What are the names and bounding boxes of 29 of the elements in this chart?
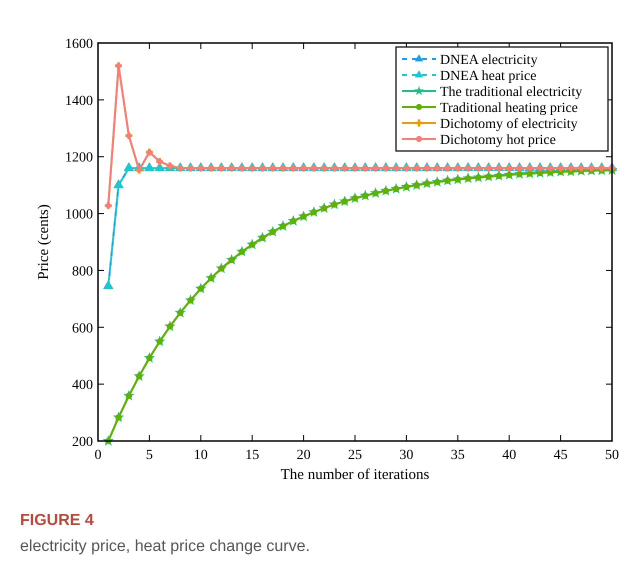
legend-label: The traditional electricity	[440, 85, 582, 100]
x-tick-label: 15	[245, 448, 260, 463]
caption: FIGURE 4	[20, 512, 94, 529]
x-tick-label: 45	[554, 448, 568, 463]
legend-label: DNEA electricity	[440, 53, 538, 68]
legend-label: Dichotomy hot price	[440, 133, 556, 148]
y-tick-label: 600	[72, 321, 93, 336]
text: electricity price, heat price change curve.	[20, 538, 310, 555]
x-tick-label: 40	[502, 448, 516, 463]
y-axis-title: Price (cents)	[36, 204, 52, 280]
y-tick-label: 400	[72, 378, 93, 394]
y-tick-label: 1200	[65, 150, 93, 166]
x-tick-label: 25	[348, 448, 362, 463]
x-tick-label: 30	[399, 448, 414, 463]
legend-label: DNEA heat price	[440, 69, 536, 84]
y-tick-label: 800	[72, 264, 93, 280]
y-tick-label: 1400	[65, 94, 93, 109]
x-tick-label: 35	[450, 448, 465, 463]
y-tick-label: 1600	[65, 37, 93, 52]
y-tick-label: 200	[72, 435, 93, 450]
x-tick-label: 20	[296, 448, 311, 463]
legend-label: Traditional heating price	[440, 101, 578, 116]
legend-label: Dichotomy of electricity	[440, 117, 578, 132]
x-tick-label: 10	[194, 448, 208, 463]
x-tick-label: 5	[146, 448, 153, 463]
x-tick-label: 0	[94, 448, 102, 463]
x-tick-label: 50	[605, 448, 619, 463]
x-axis-title: The number of iterations	[280, 467, 430, 483]
y-tick-label: 1000	[65, 208, 93, 223]
